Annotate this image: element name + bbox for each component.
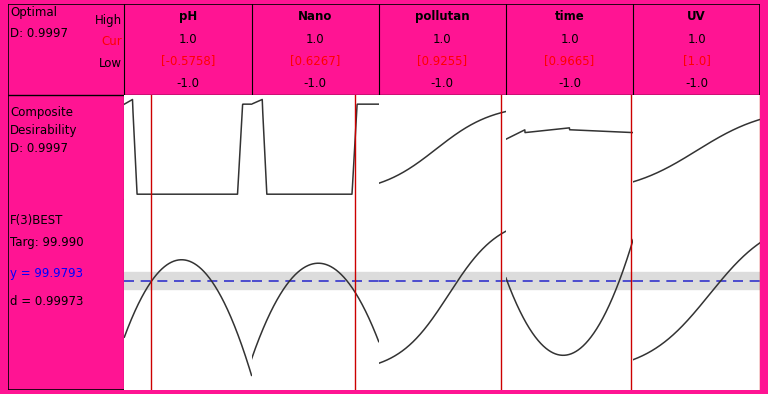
Text: Low: Low bbox=[99, 57, 122, 70]
Text: 1.0: 1.0 bbox=[306, 33, 324, 46]
Text: D: 0.9997: D: 0.9997 bbox=[10, 27, 68, 40]
Text: [-0.5758]: [-0.5758] bbox=[161, 54, 215, 67]
Bar bbox=[379, 272, 506, 289]
Text: -1.0: -1.0 bbox=[558, 77, 581, 90]
Text: -1.0: -1.0 bbox=[303, 77, 326, 90]
Text: Optimal: Optimal bbox=[10, 6, 57, 19]
Text: [0.9255]: [0.9255] bbox=[417, 54, 468, 67]
Text: UV: UV bbox=[687, 10, 706, 23]
Text: Targ: 99.990: Targ: 99.990 bbox=[10, 236, 84, 249]
Text: -1.0: -1.0 bbox=[177, 77, 200, 90]
Text: Composite
Desirability
D: 0.9997: Composite Desirability D: 0.9997 bbox=[10, 106, 78, 155]
Text: time: time bbox=[554, 10, 584, 23]
Text: Nano: Nano bbox=[298, 10, 333, 23]
Text: Cur: Cur bbox=[101, 35, 122, 48]
Text: 1.0: 1.0 bbox=[179, 33, 197, 46]
Text: -1.0: -1.0 bbox=[431, 77, 454, 90]
Text: F(3)BEST: F(3)BEST bbox=[10, 214, 63, 227]
Text: pH: pH bbox=[179, 10, 197, 23]
Text: pollutan: pollutan bbox=[415, 10, 470, 23]
Text: [0.9665]: [0.9665] bbox=[545, 54, 594, 67]
Bar bbox=[506, 272, 633, 289]
Text: [1.0]: [1.0] bbox=[683, 54, 710, 67]
Text: 1.0: 1.0 bbox=[560, 33, 579, 46]
Bar bbox=[252, 272, 379, 289]
Text: -1.0: -1.0 bbox=[685, 77, 708, 90]
Bar bbox=[633, 272, 760, 289]
Text: y = 99.9793: y = 99.9793 bbox=[10, 266, 83, 279]
Text: 1.0: 1.0 bbox=[433, 33, 452, 46]
Text: d = 0.99973: d = 0.99973 bbox=[10, 296, 83, 309]
Text: [0.6267]: [0.6267] bbox=[290, 54, 340, 67]
Text: High: High bbox=[95, 14, 122, 26]
Text: 1.0: 1.0 bbox=[687, 33, 706, 46]
Bar bbox=[124, 272, 252, 289]
